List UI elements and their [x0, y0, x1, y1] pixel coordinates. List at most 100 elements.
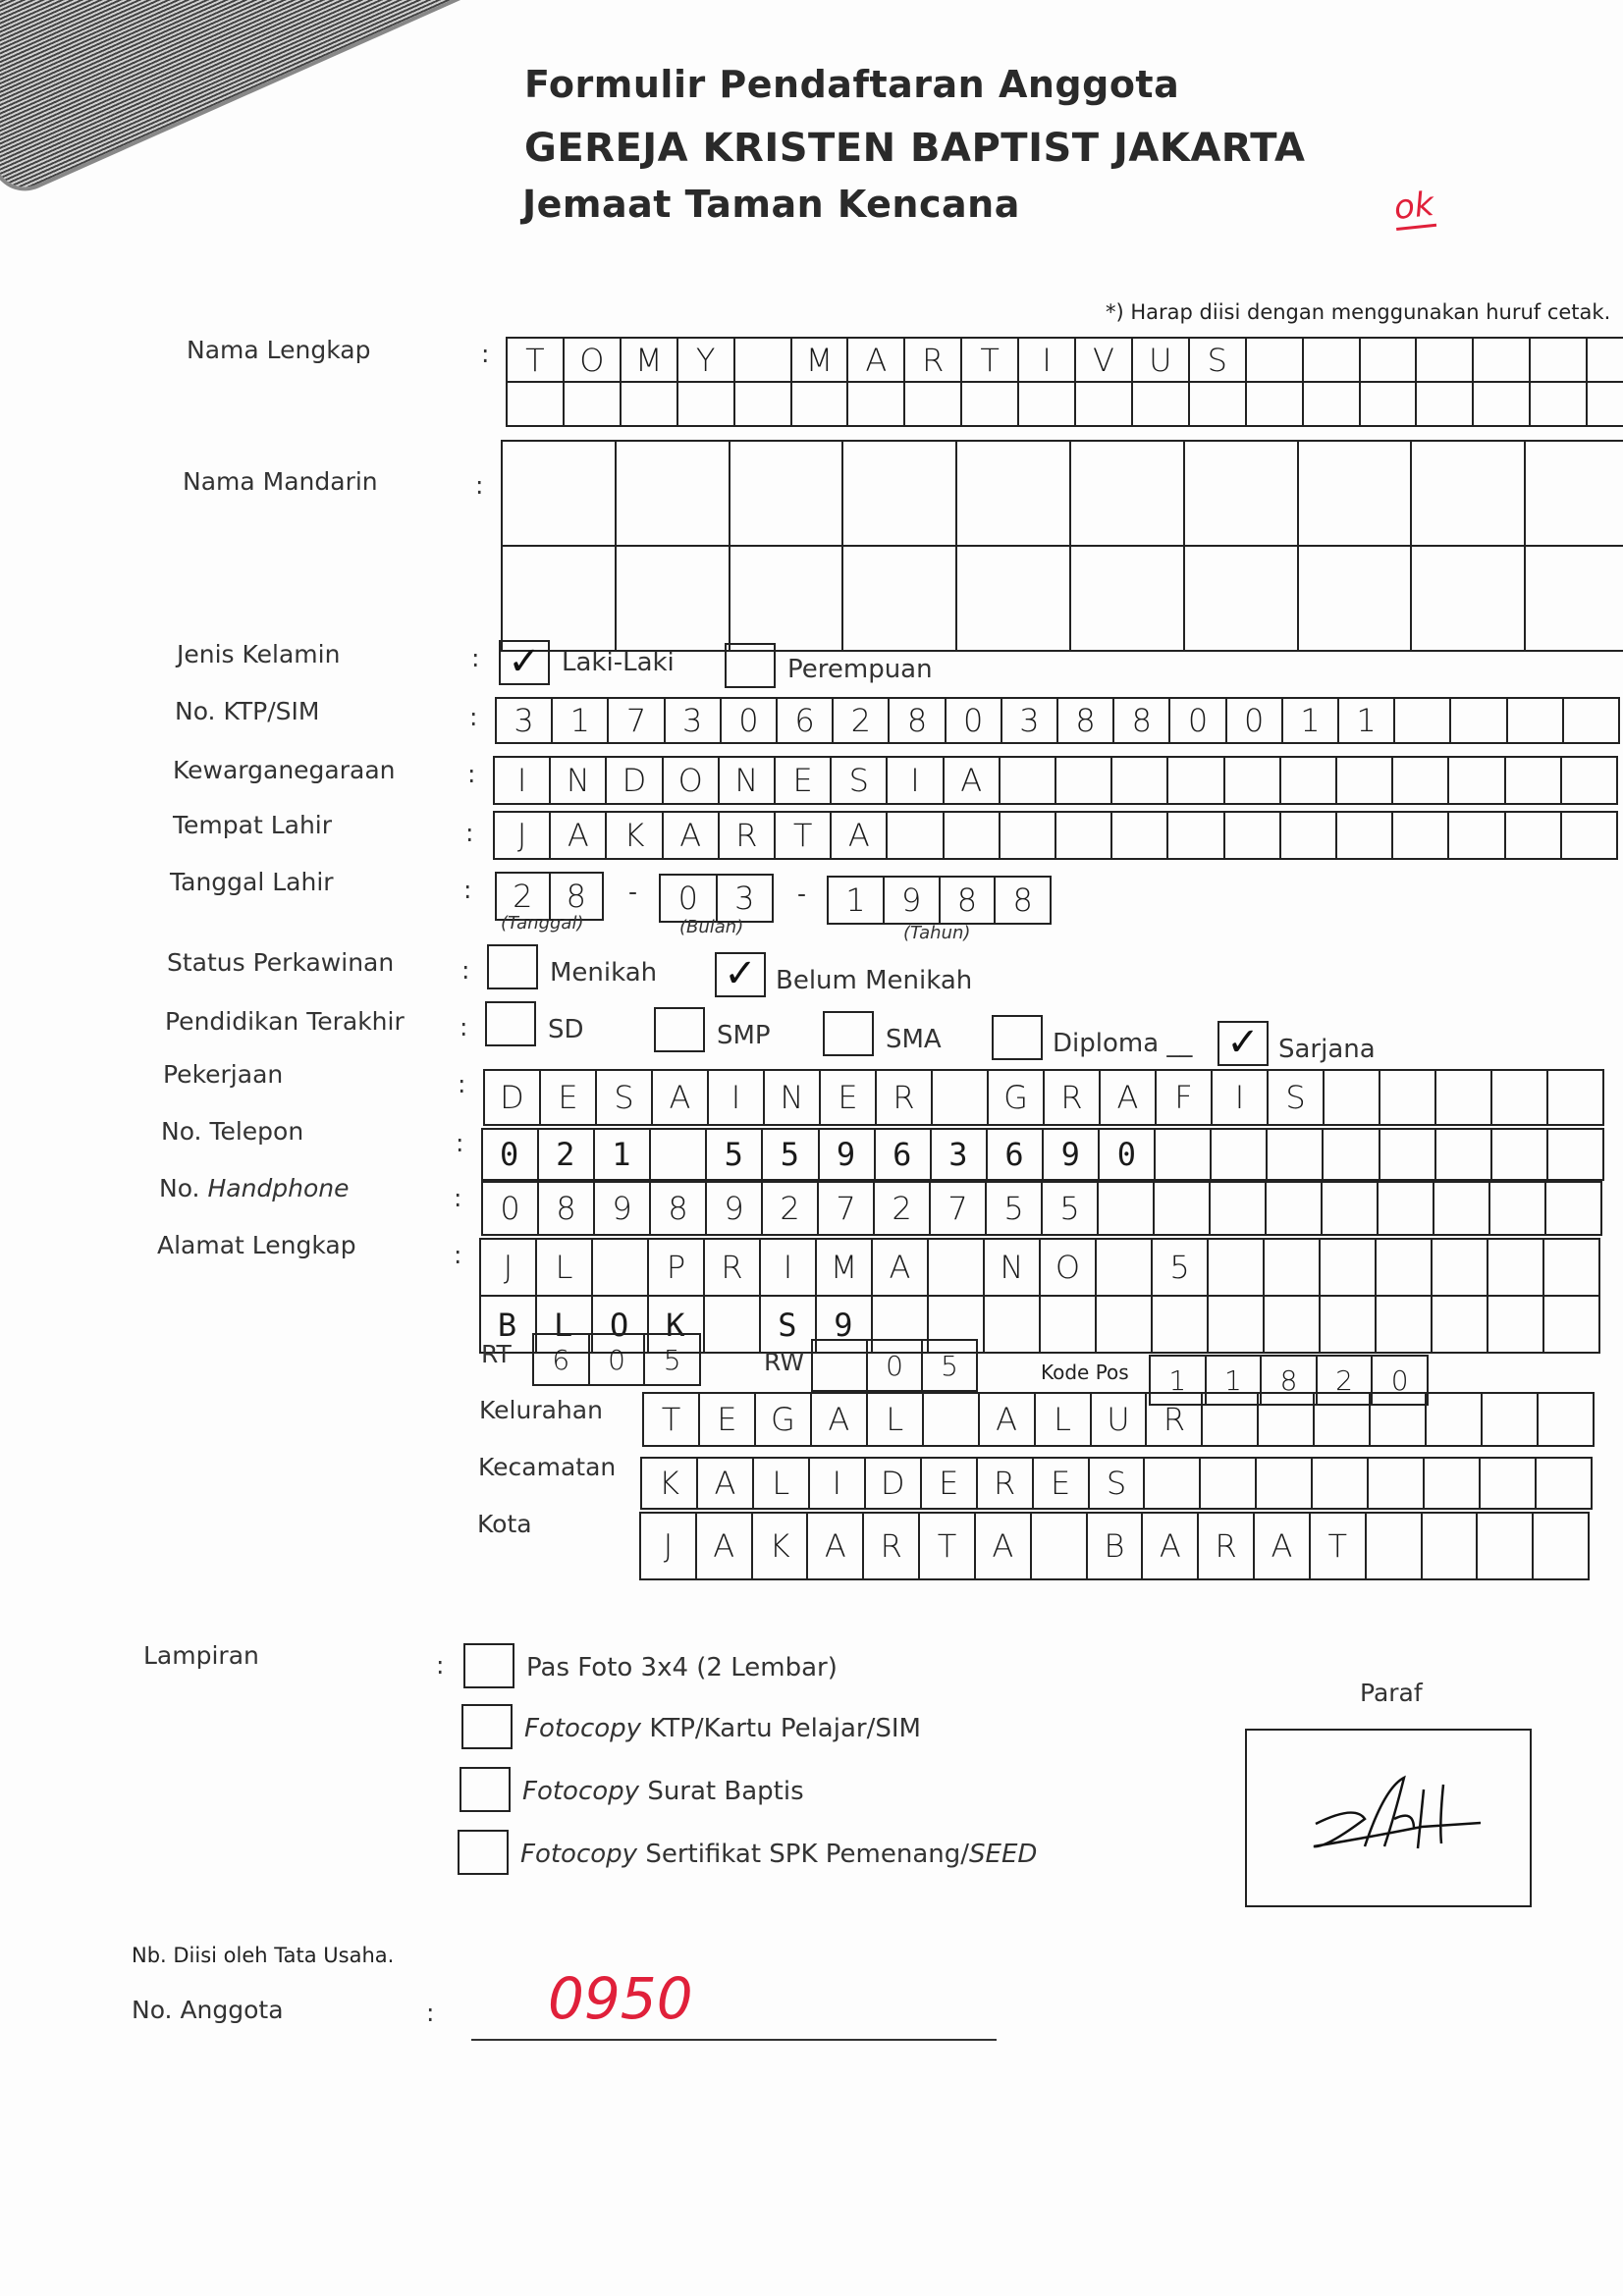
char-cell: 8 [539, 1183, 595, 1236]
char-cell: E [699, 1394, 756, 1447]
char-cell [1377, 1240, 1433, 1297]
colon: : [465, 819, 474, 847]
char-cell: I [709, 1071, 765, 1126]
checkbox-lampiran-3[interactable] [458, 1830, 509, 1875]
char-cell [761, 1297, 817, 1354]
tanggal-lahir-label: Tanggal Lahir [170, 868, 334, 896]
lampiran-italic: Fotocopy [524, 1714, 642, 1743]
char-cell: D [865, 1459, 922, 1510]
char-cell: Y [677, 339, 735, 383]
char-cell [819, 1130, 876, 1181]
char-cell [1041, 1297, 1097, 1354]
char-cell [1505, 758, 1562, 805]
member-number-value: 0950 [548, 1965, 693, 2032]
char-cell [730, 442, 844, 547]
ktp-label: No. KTP/SIM [175, 697, 320, 725]
char-cell [957, 442, 1071, 547]
checkbox-belum-menikah[interactable]: ✓ [715, 952, 766, 997]
belum-menikah-label: Belum Menikah [776, 966, 973, 995]
char-cell [1534, 1514, 1590, 1580]
paraf-label: Paraf [1360, 1679, 1423, 1707]
char-cell [1209, 1297, 1265, 1354]
char-cell [1561, 758, 1618, 805]
char-cell: R [977, 1459, 1034, 1510]
char-cell: 2 [1317, 1357, 1374, 1406]
lampiran-text: Surat Baptis [639, 1777, 804, 1806]
checkbox-pendidikan-4[interactable]: ✓ [1217, 1021, 1269, 1066]
char-cell [705, 1297, 761, 1354]
char-cell [539, 1130, 596, 1181]
char-cell [888, 813, 945, 860]
lampiran-item-label: Fotocopy Surat Baptis [522, 1777, 804, 1806]
checkbox-lampiran-0[interactable] [463, 1643, 514, 1688]
checkbox-pendidikan-1[interactable] [654, 1007, 705, 1052]
char-cell [873, 1297, 929, 1354]
char-cell [1056, 813, 1113, 860]
signature [1313, 1775, 1482, 1849]
char-cell: 2 [834, 699, 891, 744]
nama-mandarin-field[interactable] [501, 440, 1623, 652]
char-cell: F [1157, 1071, 1213, 1126]
char-cell [923, 1394, 980, 1447]
kelurahan-label: Kelurahan [479, 1396, 603, 1424]
checkbox-pendidikan-2[interactable] [823, 1011, 874, 1056]
char-cell [1224, 758, 1281, 805]
char-cell [791, 383, 849, 427]
char-cell: 5 [1153, 1240, 1209, 1297]
checkbox-menikah[interactable] [487, 944, 538, 989]
church-name: GEREJA KRISTEN BAPTIST JAKARTA [524, 126, 1306, 171]
char-cell: N [765, 1071, 821, 1126]
char-cell: E [776, 758, 833, 805]
checkbox-pendidikan-3[interactable] [992, 1015, 1043, 1060]
char-cell [843, 547, 958, 652]
checkbox-lampiran-1[interactable] [461, 1704, 513, 1749]
char-cell [813, 1341, 868, 1392]
checkbox-lampiran-2[interactable] [460, 1767, 511, 1812]
char-cell [944, 813, 1001, 860]
char-cell: 3 [1001, 699, 1058, 744]
char-cell: 1 [1206, 1357, 1263, 1406]
checkbox-perempuan[interactable] [725, 643, 776, 688]
char-cell: N [985, 1240, 1041, 1297]
handphone-label-prefix: No. [159, 1174, 208, 1202]
char-cell: L [537, 1240, 593, 1297]
lampiran-italic: Fotocopy [520, 1840, 638, 1869]
telepon-field[interactable] [481, 1128, 1604, 1181]
char-cell: A [975, 1514, 1032, 1580]
ok-mark: ok [1391, 185, 1436, 231]
char-cell: 0 [589, 1335, 646, 1386]
char-cell [1588, 339, 1623, 383]
pendidikan-option-label: Sarjana [1278, 1035, 1376, 1064]
char-cell [1377, 1297, 1433, 1354]
char-cell [1435, 1130, 1492, 1181]
char-cell: 1 [1151, 1357, 1207, 1406]
checkbox-laki-laki[interactable]: ✓ [499, 640, 550, 685]
char-cell [1433, 1297, 1488, 1354]
char-cell: T [508, 339, 565, 383]
char-cell [1539, 1394, 1595, 1447]
colon: : [471, 644, 480, 672]
checkbox-pendidikan-0[interactable] [485, 1001, 536, 1046]
char-cell [1298, 442, 1413, 547]
char-cell [677, 383, 735, 427]
char-cell [1321, 1297, 1377, 1354]
char-cell: 5 [1043, 1183, 1099, 1236]
char-cell [905, 383, 963, 427]
char-cell [1417, 339, 1475, 383]
